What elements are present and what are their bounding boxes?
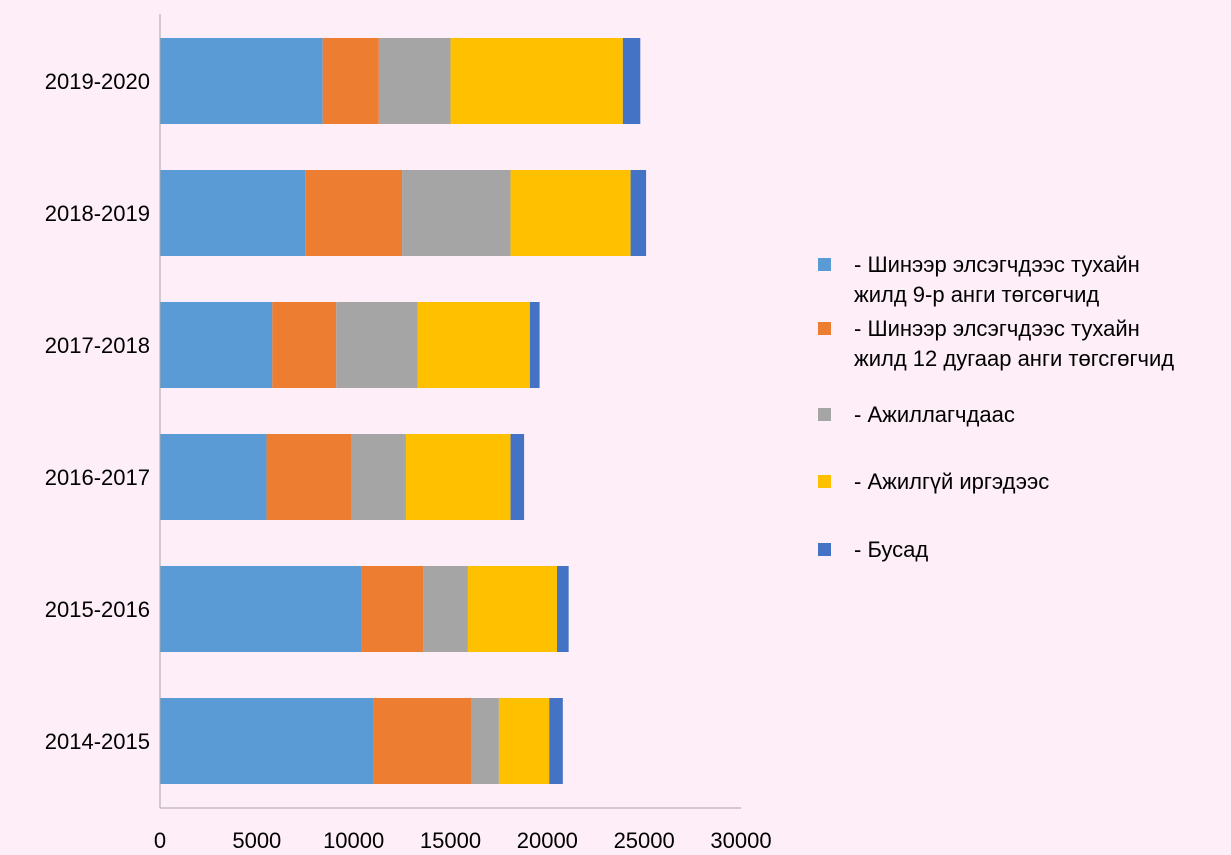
x-tick-label: 25000 — [614, 828, 675, 850]
legend-label-series-2: - Ажиллагчдаас — [854, 402, 1015, 427]
bar-segment-2016-2017-series-2 — [351, 434, 406, 520]
y-tick-label: 2018-2019 — [45, 201, 150, 226]
bar-segment-2015-2016-series-2 — [423, 566, 468, 652]
bar-segment-2015-2016-series-4 — [557, 566, 569, 652]
x-tick-label: 5000 — [232, 828, 281, 850]
bar-segment-2015-2016-series-1 — [361, 566, 424, 652]
chart-legend: - Шинээр элсэгчдээс тухайн жилд 9-р анги… — [818, 250, 1228, 575]
legend-item-series-0: - Шинээр элсэгчдээс тухайн жилд 9-р анги… — [818, 250, 1228, 314]
bar-segment-2015-2016-series-0 — [160, 566, 362, 652]
legend-swatch-series-3 — [818, 475, 831, 488]
bar-segment-2018-2019-series-3 — [510, 170, 631, 256]
bar-segment-2014-2015-series-4 — [549, 698, 563, 784]
bar-segment-2019-2020-series-1 — [322, 38, 379, 124]
bar-segment-2018-2019-series-2 — [402, 170, 511, 256]
x-tick-label: 0 — [154, 828, 166, 850]
legend-item-series-4: - Бусад — [818, 535, 1228, 575]
bar-segment-2014-2015-series-2 — [471, 698, 499, 784]
bar-segment-2019-2020-series-3 — [450, 38, 623, 124]
y-tick-label: 2015-2016 — [45, 597, 150, 622]
bar-segment-2017-2018-series-3 — [417, 302, 530, 388]
x-tick-label: 30000 — [710, 828, 771, 850]
legend-item-series-2: - Ажиллагчдаас — [818, 400, 1228, 467]
legend-swatch-series-4 — [818, 543, 831, 556]
bar-segment-2017-2018-series-1 — [272, 302, 337, 388]
bar-segment-2019-2020-series-4 — [622, 38, 641, 124]
x-tick-label: 20000 — [517, 828, 578, 850]
x-tick-label: 10000 — [323, 828, 384, 850]
bar-segment-2015-2016-series-3 — [467, 566, 558, 652]
x-tick-label: 15000 — [420, 828, 481, 850]
legend-label-series-1: - Шинээр элсэгчдээс тухайн жилд 12 дугаа… — [854, 316, 1175, 371]
legend-swatch-series-0 — [818, 258, 831, 271]
bar-segment-2016-2017-series-0 — [160, 434, 267, 520]
bar-segment-2016-2017-series-4 — [510, 434, 525, 520]
legend-item-series-3: - Ажилгүй иргэдээс — [818, 467, 1228, 535]
y-tick-label: 2017-2018 — [45, 333, 150, 358]
bar-segment-2017-2018-series-2 — [336, 302, 418, 388]
bar-segment-2014-2015-series-1 — [373, 698, 472, 784]
bar-segment-2017-2018-series-4 — [529, 302, 540, 388]
y-tick-label: 2019-2020 — [45, 69, 150, 94]
bar-segment-2017-2018-series-0 — [160, 302, 273, 388]
bar-segment-2018-2019-series-0 — [160, 170, 306, 256]
bar-segment-2014-2015-series-3 — [498, 698, 550, 784]
legend-swatch-series-2 — [818, 408, 831, 421]
y-tick-label: 2016-2017 — [45, 465, 150, 490]
legend-item-series-1: - Шинээр элсэгчдээс тухайн жилд 12 дугаа… — [818, 314, 1228, 400]
legend-label-series-3: - Ажилгүй иргэдээс — [854, 469, 1050, 494]
bar-segment-2019-2020-series-0 — [160, 38, 323, 124]
y-tick-label: 2014-2015 — [45, 729, 150, 754]
bar-segment-2018-2019-series-1 — [305, 170, 403, 256]
legend-label-series-0: - Шинээр элсэгчдээс тухайн жилд 9-р анги… — [854, 252, 1140, 307]
bar-segment-2018-2019-series-4 — [630, 170, 647, 256]
legend-label-series-4: - Бусад — [854, 537, 929, 562]
bar-segment-2019-2020-series-2 — [378, 38, 451, 124]
bar-segment-2016-2017-series-3 — [405, 434, 511, 520]
bar-segment-2014-2015-series-0 — [160, 698, 374, 784]
bar-segment-2016-2017-series-1 — [266, 434, 352, 520]
legend-swatch-series-1 — [818, 322, 831, 335]
